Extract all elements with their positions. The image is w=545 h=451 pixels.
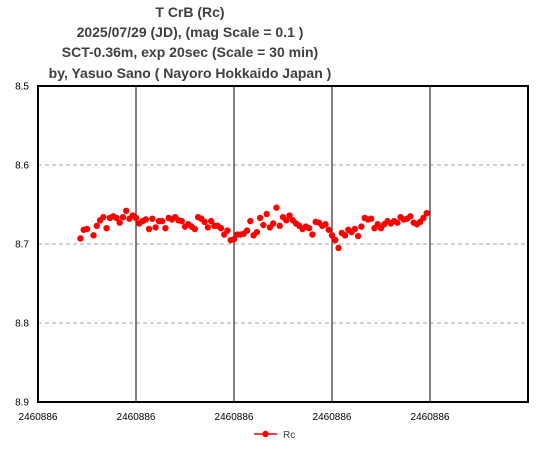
data-point	[322, 221, 329, 228]
data-point	[123, 207, 130, 215]
data-point	[217, 225, 225, 232]
data-point	[116, 219, 123, 226]
data-point	[77, 235, 84, 242]
data-point	[100, 213, 107, 221]
data-point	[394, 219, 401, 226]
data-point	[119, 213, 127, 221]
data-point	[286, 212, 293, 219]
data-point	[93, 222, 101, 230]
data-point	[201, 218, 208, 226]
data-point	[270, 220, 277, 227]
horizontal-gridlines	[38, 164, 528, 324]
data-point	[423, 209, 430, 217]
data-point	[273, 204, 280, 211]
data-point	[145, 225, 153, 233]
data-point	[283, 217, 290, 224]
data-point	[152, 224, 159, 231]
x-tick-label: 2460886	[19, 412, 58, 423]
legend: Rc	[254, 430, 295, 441]
data-point	[149, 215, 156, 222]
data-point	[260, 221, 267, 229]
data-point	[191, 225, 198, 233]
data-point	[256, 214, 264, 222]
x-tick-label: 2460886	[411, 412, 450, 423]
data-point	[309, 231, 316, 238]
data-point	[247, 217, 254, 225]
data-point	[83, 225, 91, 233]
data-point	[325, 226, 332, 233]
plot-area-frame	[37, 85, 529, 403]
data-point	[90, 232, 97, 239]
data-point	[332, 236, 339, 244]
x-tick-label: 2460886	[215, 412, 254, 423]
legend-marker-swatch	[262, 430, 269, 438]
vertical-gridlines	[135, 86, 431, 402]
x-axis-tick-labels: 2460886 2460886 2460886 2460886 2460886	[19, 412, 450, 423]
data-point	[368, 215, 375, 222]
data-point	[354, 232, 362, 240]
data-point	[358, 223, 365, 230]
data-point	[224, 227, 231, 234]
y-tick-label: 8.9	[15, 398, 29, 409]
y-axis-tick-labels: 8.5 8.6 8.7 8.8 8.9	[15, 82, 29, 409]
data-point	[230, 236, 238, 243]
data-point	[103, 225, 110, 232]
y-tick-label: 8.6	[15, 161, 29, 172]
series-rc-points	[77, 204, 430, 252]
y-tick-label: 8.7	[15, 240, 29, 251]
chart-title-line-3: SCT-0.36m, exp 20sec (Scale = 30 min)	[62, 44, 318, 60]
y-tick-label: 8.8	[15, 319, 29, 330]
data-point	[178, 217, 185, 225]
data-point	[253, 228, 261, 236]
data-point	[276, 222, 283, 230]
data-point	[335, 244, 342, 252]
data-point	[263, 210, 270, 218]
data-point	[420, 214, 427, 222]
data-point	[132, 214, 140, 222]
data-point	[207, 217, 215, 225]
y-tick-label: 8.5	[15, 82, 29, 93]
data-point	[328, 232, 336, 239]
chart-title-line-2: 2025/07/29 (JD), (mag Scale = 0.1 )	[77, 24, 304, 40]
data-point	[351, 225, 359, 233]
x-tick-label: 2460886	[313, 412, 352, 423]
data-point	[204, 224, 212, 231]
chart-title: T CrB (Rc) 2025/07/29 (JD), (mag Scale =…	[49, 4, 332, 81]
x-tick-label: 2460886	[117, 412, 156, 423]
data-point	[305, 225, 313, 232]
chart-title-line-4: by, Yasuo Sano ( Nayoro Hokkaido Japan )	[49, 65, 332, 81]
data-point	[142, 216, 149, 223]
data-point	[407, 213, 414, 220]
data-point	[341, 232, 349, 239]
data-point	[158, 217, 166, 225]
legend-label-rc: Rc	[283, 430, 295, 441]
data-point	[162, 225, 169, 232]
data-point	[113, 214, 120, 222]
data-point	[243, 227, 251, 234]
chart-title-line-1: T CrB (Rc)	[155, 4, 224, 20]
